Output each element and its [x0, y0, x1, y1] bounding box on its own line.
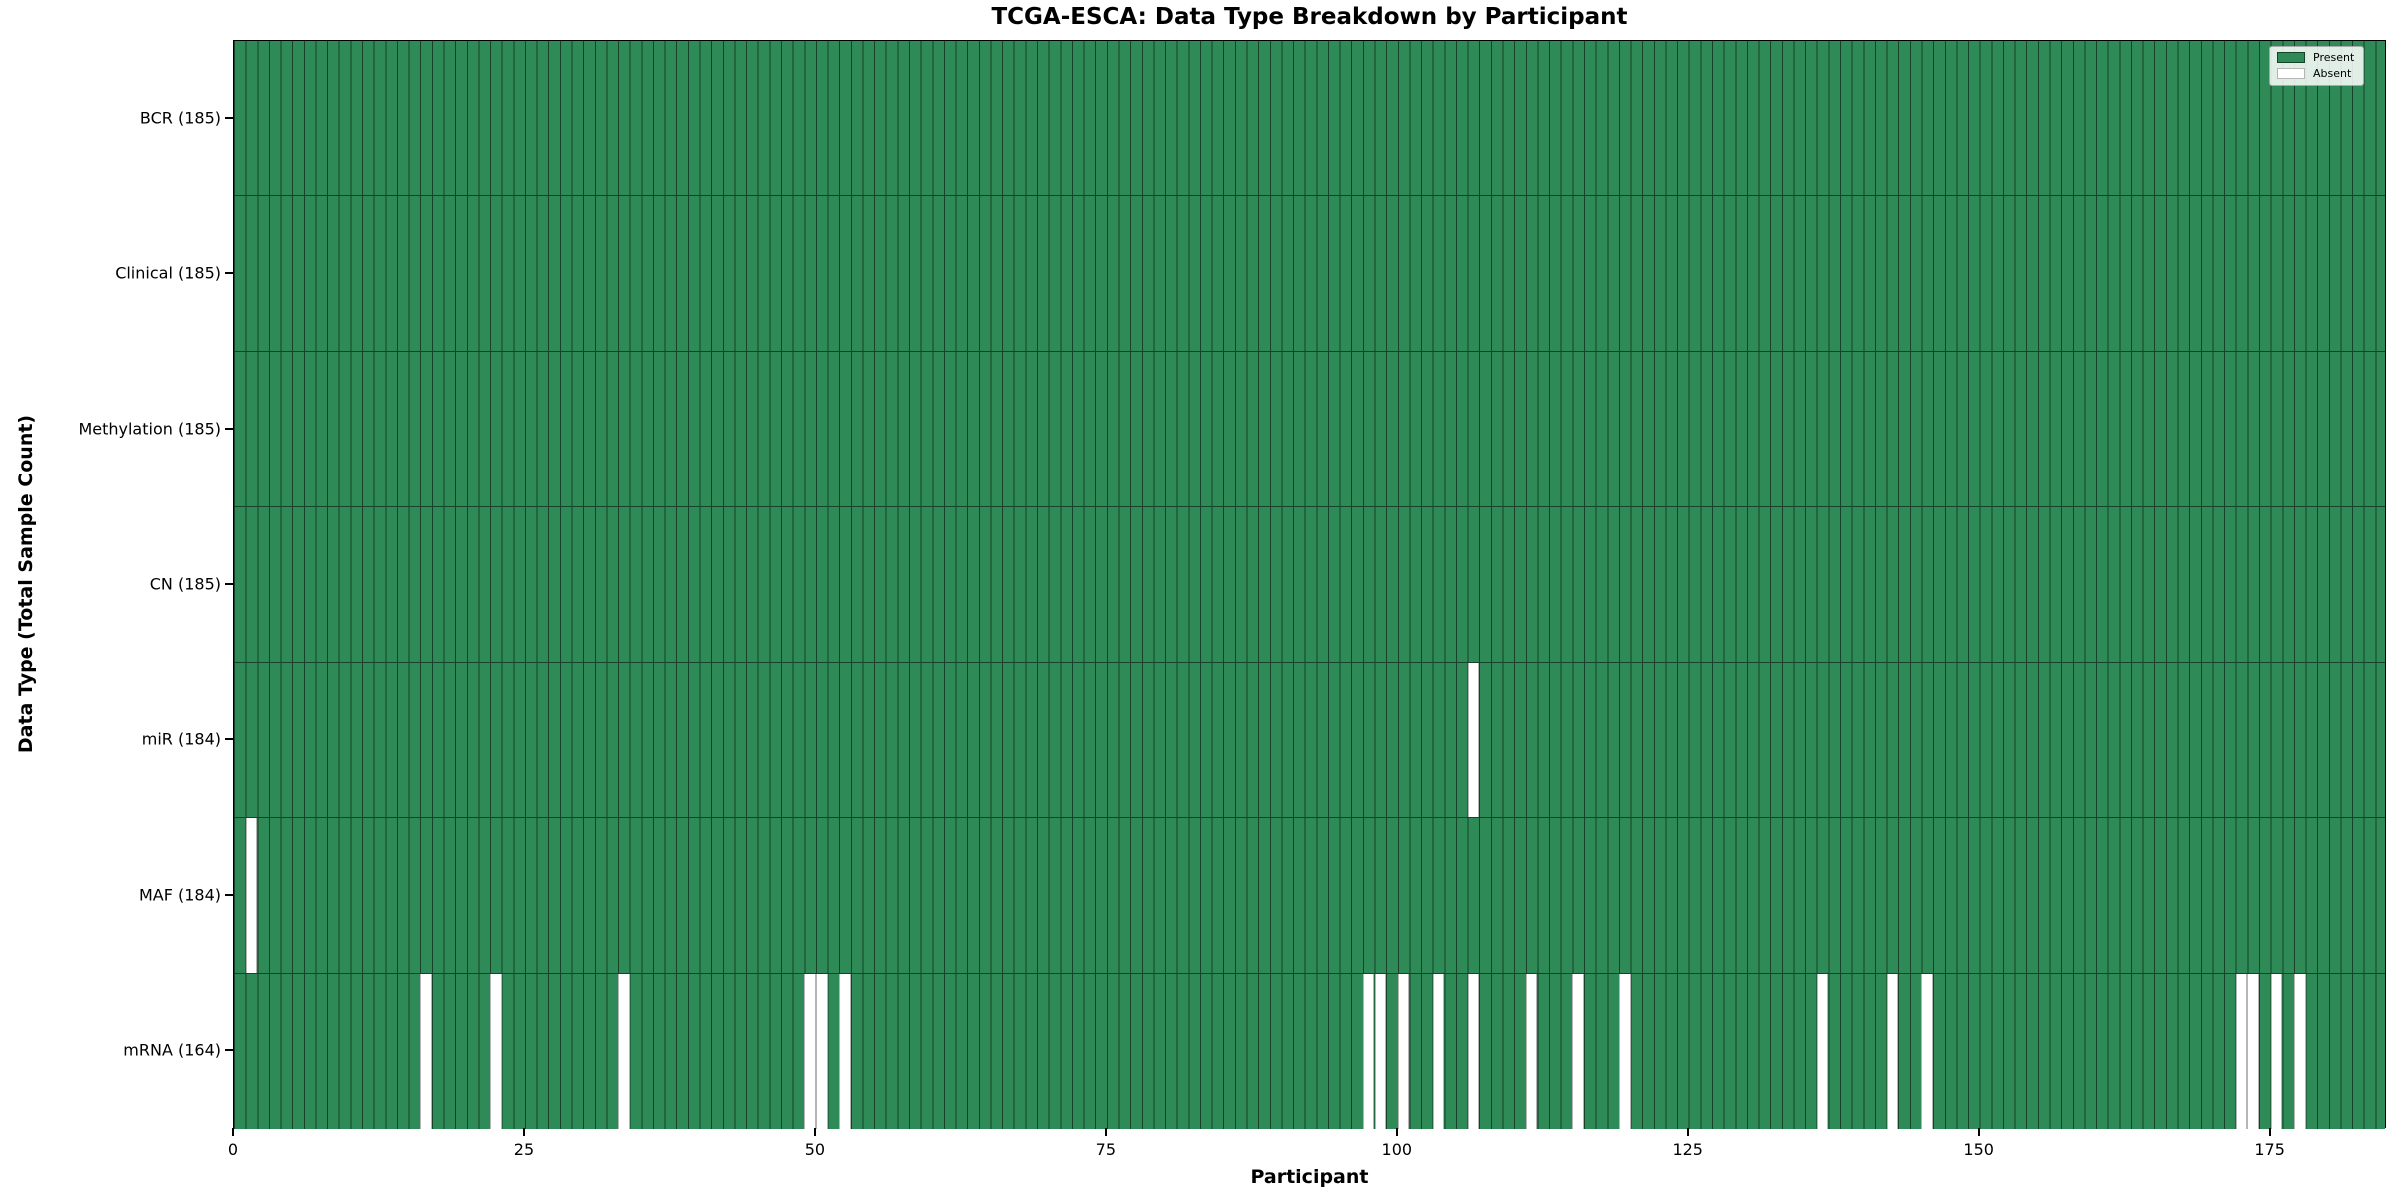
x-axis-label: Participant: [1250, 1166, 1369, 1188]
absent-bar-mRNA-49: [804, 973, 816, 1129]
x-tick-label-125: 125: [1672, 1140, 1703, 1159]
y-tick-mark: [225, 1049, 233, 1052]
absent-bar-mRNA-97: [1362, 973, 1375, 1129]
row-mRNA: [234, 973, 2385, 1129]
absent-bar-mRNA-115: [1572, 973, 1584, 1129]
y-tick-mark: [225, 583, 233, 585]
plot-area: [233, 40, 2386, 1129]
absent-bar-mRNA-103: [1432, 973, 1445, 1129]
absent-bar-mRNA-106: [1467, 973, 1480, 1129]
y-tick-label-Clinical: Clinical (185): [115, 263, 221, 283]
absent-bar-mRNA-52: [839, 973, 851, 1129]
absent-bar-mRNA-177: [2293, 973, 2306, 1129]
y-tick-label-miR: miR (184): [141, 729, 221, 749]
x-tick-label-25: 25: [513, 1140, 535, 1159]
y-tick-label-mRNA: mRNA (164): [123, 1040, 221, 1060]
row-miR: [234, 662, 2385, 819]
x-tick-mark: [1977, 1128, 1980, 1136]
absent-bar-mRNA-33: [618, 973, 630, 1129]
x-tick-mark: [232, 1128, 234, 1136]
absent-bar-mRNA-142: [1886, 973, 1899, 1129]
y-tick-mark: [225, 272, 233, 275]
legend-label-absent: Absent: [2313, 67, 2352, 80]
legend-entry-present: Present: [2277, 52, 2354, 63]
absent-bar-miR-106: [1467, 662, 1480, 818]
x-tick-mark: [813, 1128, 816, 1136]
absent-bar-mRNA-175: [2270, 973, 2283, 1129]
y-tick-label-MAF: MAF (184): [138, 885, 221, 905]
absent-bar-mRNA-172: [2235, 973, 2248, 1129]
x-tick-mark: [1686, 1128, 1689, 1136]
absent-bar-mRNA-16: [420, 973, 432, 1129]
y-tick-label-Methylation: Methylation (185): [78, 419, 221, 439]
x-tick-mark: [2268, 1128, 2271, 1136]
absent-bar-mRNA-98: [1374, 973, 1387, 1129]
absent-bar-mRNA-136: [1816, 973, 1829, 1129]
x-tick-label-175: 175: [2254, 1140, 2285, 1159]
chart-title: TCGA-ESCA: Data Type Breakdown by Partic…: [991, 4, 1628, 30]
y-tick-label-CN: CN (185): [149, 574, 221, 594]
y-tick-mark: [225, 427, 233, 430]
row-MAF: [234, 818, 2385, 974]
y-tick-mark: [225, 738, 233, 741]
legend-label-present: Present: [2313, 51, 2355, 64]
x-tick-mark: [1104, 1128, 1107, 1136]
present-swatch-icon: [2277, 52, 2305, 63]
x-tick-label-0: 0: [227, 1140, 239, 1159]
absent-bar-mRNA-100: [1397, 973, 1410, 1129]
legend-entry-absent: Absent: [2277, 68, 2354, 79]
y-tick-mark: [225, 893, 233, 896]
y-tick-mark: [225, 116, 233, 119]
x-tick-label-150: 150: [1963, 1140, 1994, 1159]
legend: Present Absent: [2269, 46, 2365, 86]
x-tick-label-50: 50: [804, 1140, 826, 1159]
x-tick-mark: [522, 1128, 525, 1136]
row-CN: [234, 507, 2385, 663]
row-Clinical: [234, 196, 2385, 352]
row-BCR: [234, 41, 2385, 197]
row-Methylation: [234, 351, 2385, 508]
absent-bar-mRNA-173: [2247, 973, 2259, 1129]
x-tick-label-75: 75: [1095, 1140, 1117, 1159]
absent-swatch-icon: [2277, 68, 2305, 79]
x-tick-mark: [1395, 1128, 1398, 1136]
absent-bar-mRNA-111: [1525, 973, 1538, 1129]
absent-bar-MAF-1: [245, 818, 258, 973]
absent-bar-mRNA-119: [1618, 973, 1631, 1129]
absent-bar-mRNA-22: [490, 973, 502, 1129]
y-tick-label-BCR: BCR (185): [139, 108, 221, 128]
absent-bar-mRNA-145: [1921, 973, 1934, 1129]
absent-bar-mRNA-50: [815, 973, 828, 1129]
x-tick-label-100: 100: [1381, 1140, 1413, 1159]
